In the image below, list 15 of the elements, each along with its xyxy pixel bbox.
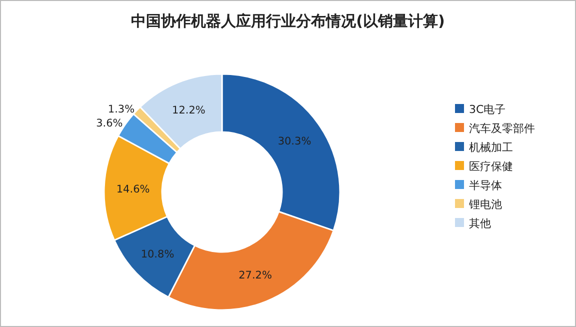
data-label: 30.3% bbox=[278, 135, 312, 148]
legend-label: 锂电池 bbox=[468, 198, 502, 211]
legend-label: 半导体 bbox=[469, 179, 502, 192]
legend-label: 其他 bbox=[469, 217, 491, 230]
legend-label: 医疗保健 bbox=[469, 160, 513, 173]
data-label: 12.2% bbox=[172, 104, 206, 116]
legend-label: 3C电子 bbox=[469, 103, 506, 116]
legend-label: 汽车及零部件 bbox=[469, 122, 535, 135]
data-label: 27.2% bbox=[238, 270, 272, 282]
data-label: 3.6% bbox=[96, 118, 123, 130]
legend-label: 机械加工 bbox=[469, 141, 513, 154]
data-label: 14.6% bbox=[116, 184, 150, 196]
chart-title: 中国协作机器人应用行业分布情况(以销量计算) bbox=[131, 12, 445, 30]
data-label: 1.3% bbox=[108, 103, 135, 116]
data-label: 10.8% bbox=[140, 248, 174, 260]
